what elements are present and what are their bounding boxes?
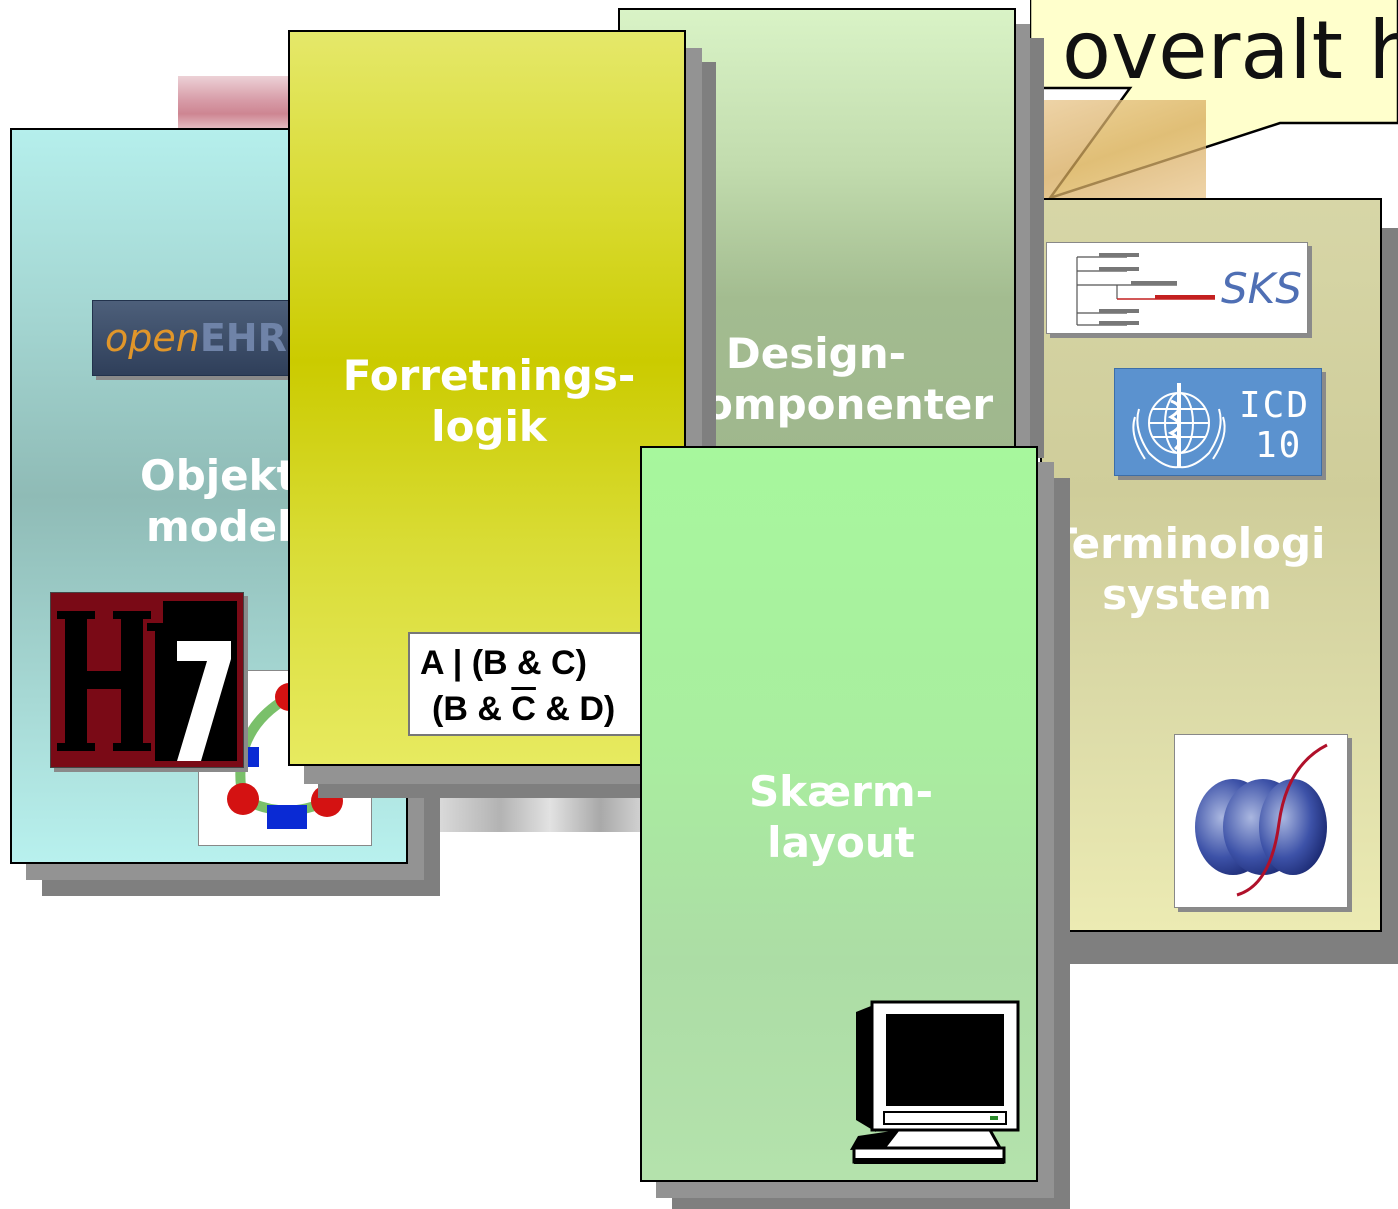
forretning-card-title: Forretnings- logik [342, 351, 636, 451]
spheres-curve-icon [1195, 743, 1328, 897]
wood-photo [1040, 100, 1206, 200]
formula-line2: (B & C & D) [432, 690, 616, 728]
icd10-logo: ICD 10 [1114, 368, 1322, 476]
icd-line1: ICD [1239, 385, 1311, 426]
icd-line2: 10 [1255, 425, 1303, 466]
sks-tree-icon [1076, 253, 1215, 326]
openehr-label: openEHR [105, 316, 287, 360]
boolean-formula-box: A | (B & C) (B & C & D) [408, 632, 652, 736]
hl7-logo [50, 592, 244, 768]
spheres-logo [1174, 734, 1348, 908]
sks-logo: SKS [1046, 242, 1308, 334]
hl7-letters-icon [57, 611, 231, 761]
skaerm-card-title: Skærm- layout [748, 767, 934, 867]
design-card-title: Design- omponenter [704, 329, 994, 429]
computer-monitor-icon [850, 1000, 1020, 1164]
objekt-card-title: Objekt model [140, 451, 297, 551]
sks-label: SKS [1221, 264, 1302, 313]
terminologi-card-title: Terminologi system [1048, 519, 1326, 619]
callout-text: overalt h [1062, 4, 1398, 97]
formula-line1: A | (B & C) [420, 644, 587, 682]
openehr-logo: openEHR [92, 300, 302, 376]
car-photo [178, 76, 290, 130]
faded-photo-strip [440, 798, 640, 832]
who-emblem-icon [1132, 383, 1226, 469]
